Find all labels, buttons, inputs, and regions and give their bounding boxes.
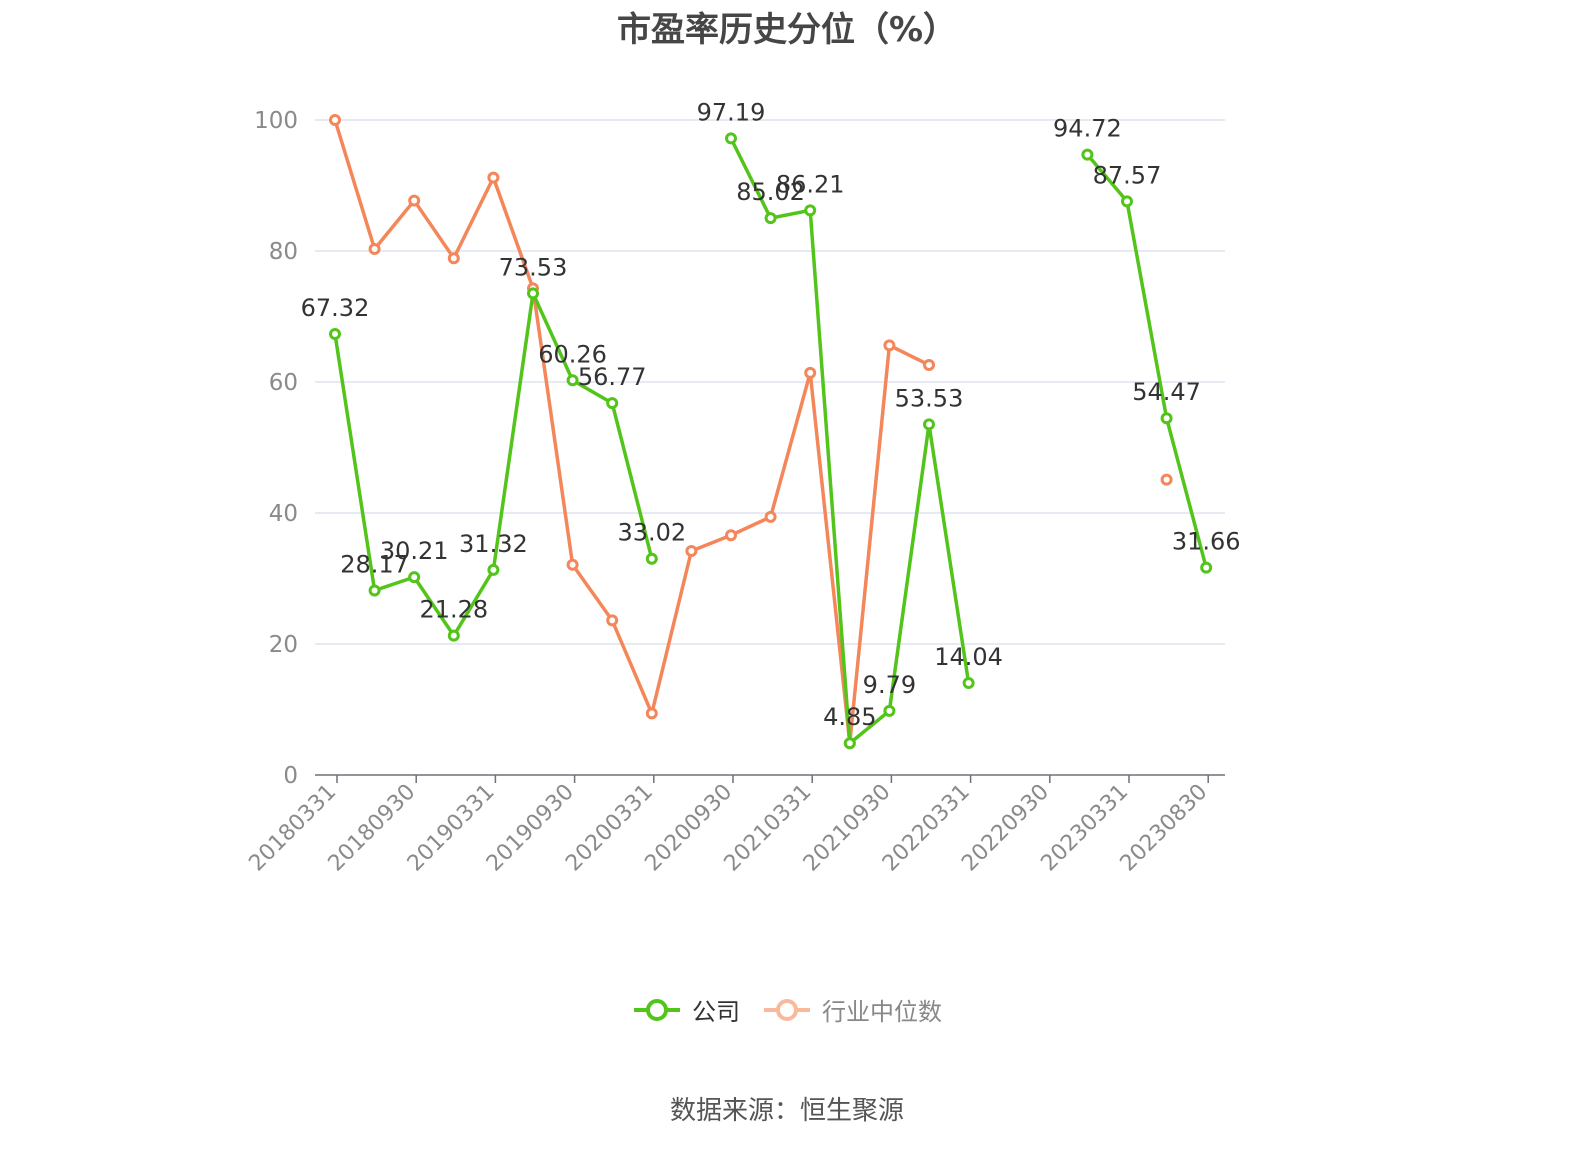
legend-item-company[interactable]: 公司 [632, 992, 740, 1027]
data-point-company[interactable] [1121, 195, 1133, 208]
chart-title: 市盈率历史分位（%） [616, 10, 958, 50]
data-point-company[interactable] [447, 629, 460, 642]
y-tick-label: 0 [283, 763, 298, 789]
line-chart: 0 20 40 60 80 100 201803312018093020190331201… [244, 98, 1241, 877]
data-point-company[interactable] [962, 677, 975, 690]
industry-legend-icon [764, 998, 810, 1021]
data-label: 87.57 [1093, 161, 1162, 189]
data-point-company[interactable] [883, 704, 896, 717]
company-legend-icon [634, 998, 680, 1021]
data-label: 67.32 [301, 294, 370, 322]
data-point-company[interactable] [368, 584, 381, 597]
data-point-industry[interactable] [764, 510, 777, 523]
data-point-company[interactable] [566, 374, 579, 387]
data-point-company[interactable] [1160, 412, 1173, 425]
series-line-company [1086, 153, 1208, 569]
data-label: 14.04 [934, 643, 1003, 671]
data-label: 28.17 [340, 550, 409, 578]
legend-label-company: 公司 [692, 998, 740, 1026]
data-label: 97.19 [697, 98, 766, 126]
data-point-company[interactable] [843, 737, 856, 750]
series-company [329, 132, 1213, 750]
data-point-company[interactable] [923, 418, 935, 431]
series-line-company [729, 137, 971, 745]
data-point-industry[interactable] [725, 529, 737, 542]
data-point-company[interactable] [606, 397, 619, 410]
data-label: 53.53 [895, 384, 964, 412]
data-point-company[interactable] [804, 204, 817, 217]
data-point-industry[interactable] [645, 707, 658, 720]
data-point-industry[interactable] [566, 558, 579, 571]
data-label: 94.72 [1053, 115, 1122, 143]
y-tick-label: 40 [269, 501, 298, 527]
data-label: 33.02 [617, 519, 686, 547]
y-tick-label: 80 [269, 239, 298, 265]
data-point-industry[interactable] [487, 171, 500, 184]
y-tick-label: 20 [269, 632, 298, 658]
data-point-company[interactable] [329, 328, 341, 341]
data-point-company[interactable] [725, 132, 737, 145]
data-point-company[interactable] [408, 571, 421, 584]
data-point-industry[interactable] [804, 366, 817, 379]
data-label: 31.32 [459, 530, 528, 558]
data-point-company[interactable] [527, 287, 539, 300]
data-point-company[interactable] [764, 212, 777, 225]
data-point-industry[interactable] [329, 114, 341, 126]
data-point-industry[interactable] [606, 614, 619, 627]
series-line-industry [333, 119, 930, 745]
y-axis-ticks: 0 20 40 60 80 100 [254, 108, 298, 789]
y-tick-label: 60 [269, 370, 298, 396]
data-label: 85.02 [736, 178, 805, 206]
series-industry [329, 114, 1173, 750]
data-point-industry[interactable] [883, 339, 896, 352]
data-label: 21.28 [419, 596, 488, 624]
data-label: 31.66 [1172, 528, 1241, 556]
y-tick-label: 100 [254, 108, 298, 134]
data-point-industry[interactable] [408, 194, 421, 207]
data-label: 54.47 [1132, 378, 1201, 406]
data-point-industry[interactable] [923, 358, 935, 371]
x-tick-label: 20230830 [1116, 780, 1213, 877]
data-label: 4.85 [823, 703, 876, 731]
data-point-company[interactable] [1200, 561, 1213, 574]
legend-label-industry: 行业中位数 [822, 998, 942, 1026]
data-label: 56.77 [578, 363, 647, 391]
data-point-industry[interactable] [368, 243, 381, 256]
legend-item-industry[interactable]: 行业中位数 [762, 992, 942, 1027]
data-label: 30.21 [380, 537, 449, 565]
data-point-industry[interactable] [685, 544, 698, 557]
x-axis: 2018033120180930201903312019093020200331… [244, 774, 1225, 877]
data-point-company[interactable] [1081, 148, 1094, 161]
data-label: 9.79 [863, 671, 916, 699]
legend: 公司 行业中位数 [0, 992, 1574, 1027]
data-label: 86.21 [776, 170, 845, 198]
data-point-company[interactable] [487, 563, 500, 576]
data-label: 60.26 [538, 340, 607, 368]
data-point-industry[interactable] [1160, 473, 1173, 486]
data-point-company[interactable] [645, 552, 658, 565]
data-source: 数据来源：恒生聚源 [669, 1096, 904, 1126]
data-label: 73.53 [499, 253, 568, 281]
data-point-industry[interactable] [447, 252, 460, 265]
